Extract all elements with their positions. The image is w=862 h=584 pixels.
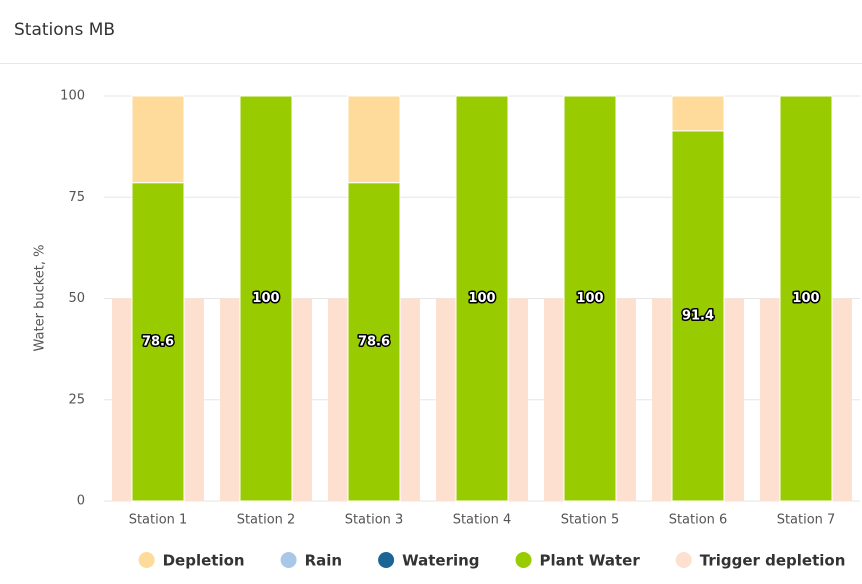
data-label: 78.6 (142, 334, 174, 349)
y-axis-label: Water bucket, % (33, 245, 48, 352)
y-tick-label: 25 (68, 392, 85, 407)
x-tick-label: Station 6 (669, 513, 728, 528)
bar-segment (671, 95, 725, 132)
x-tick-label: Station 5 (561, 513, 620, 528)
x-tick-label: Station 2 (237, 513, 296, 528)
legend-marker (515, 552, 532, 568)
data-label: 100 (576, 291, 603, 306)
chart-title: Stations MB (14, 20, 115, 40)
data-label: 100 (468, 291, 495, 306)
data-label: 100 (252, 291, 279, 306)
x-tick-label: Station 3 (345, 513, 404, 528)
bar-segment (131, 182, 185, 502)
data-label: 78.6 (358, 334, 390, 349)
legend-marker (280, 552, 297, 568)
legend-marker (138, 552, 155, 568)
legend-marker (378, 552, 395, 568)
legend-label: Watering (402, 552, 479, 570)
y-tick-label: 0 (77, 494, 85, 509)
legend-marker (675, 552, 692, 568)
y-tick-label: 50 (68, 291, 85, 306)
y-tick-label: 75 (68, 190, 85, 205)
bar-segment (131, 95, 185, 184)
bar-segment (779, 95, 833, 502)
bar-segment (239, 95, 293, 502)
bar-segment (563, 95, 617, 502)
bar-segment (455, 95, 509, 502)
legend-label: Rain (305, 552, 343, 570)
x-tick-label: Station 4 (453, 513, 512, 528)
y-tick-label: 100 (60, 89, 85, 104)
data-label: 91.4 (682, 308, 714, 323)
x-tick-label: Station 7 (777, 513, 836, 528)
legend-label: Plant Water (540, 552, 641, 570)
data-label: 100 (792, 291, 819, 306)
bar-segment (671, 130, 725, 502)
x-tick-label: Station 1 (129, 513, 188, 528)
bar-segment (347, 95, 401, 184)
legend-label: Trigger depletion (700, 552, 846, 570)
legend-label: Depletion (163, 552, 245, 570)
